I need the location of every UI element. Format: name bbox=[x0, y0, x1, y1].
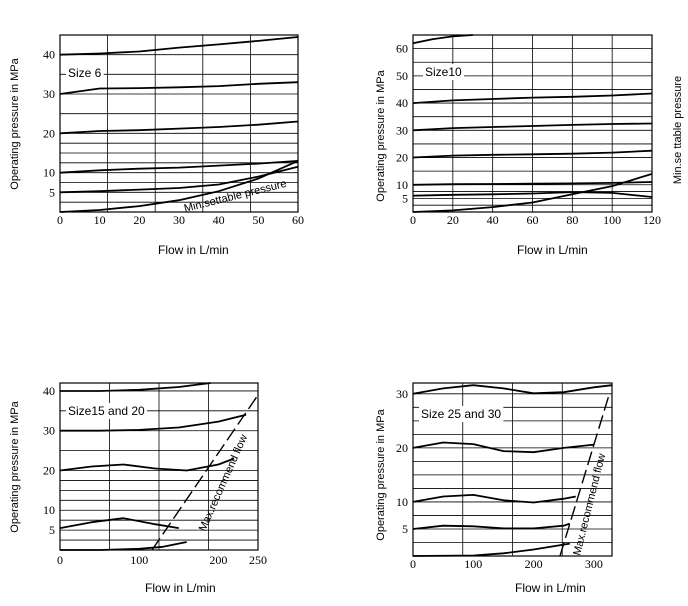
series-line-4 bbox=[412, 149, 653, 159]
y-tick-label: 5 bbox=[49, 185, 55, 199]
y-tick-label: 5 bbox=[402, 191, 408, 205]
y-tick-label: 20 bbox=[396, 441, 408, 455]
y-tick-label: 10 bbox=[43, 503, 55, 517]
y-axis-label: Operating pressure in MPa bbox=[9, 400, 21, 532]
y-tick-label: 30 bbox=[43, 424, 55, 438]
x-tick-label: 0 bbox=[57, 213, 63, 227]
y-axis-label: Operating pressure in MPa bbox=[9, 57, 21, 189]
series-line-5 bbox=[412, 181, 653, 186]
x-tick-label: 300 bbox=[585, 557, 603, 571]
y-tick-label: 60 bbox=[396, 42, 408, 56]
x-tick-label: 50 bbox=[252, 213, 264, 227]
x-axis-label: Flow in L/min bbox=[515, 581, 586, 595]
x-tick-label: 20 bbox=[133, 213, 145, 227]
x-axis-label: Flow in L/min bbox=[158, 243, 229, 257]
panel-label-bg bbox=[423, 64, 465, 80]
series-line-1 bbox=[412, 34, 473, 45]
x-tick-label: 30 bbox=[173, 213, 185, 227]
x-tick-label: 60 bbox=[527, 213, 539, 227]
x-tick-label: 40 bbox=[487, 213, 499, 227]
x-tick-label: 120 bbox=[643, 213, 661, 227]
series-line-5 bbox=[59, 165, 299, 194]
x-tick-label: 60 bbox=[292, 213, 304, 227]
chart-panel-2: 510 20 30 40 50 60 0 20 40 60 80 100 120 Size10 Min.se… bbox=[375, 34, 684, 257]
series-line-3 bbox=[412, 494, 576, 504]
panel-label-bg bbox=[419, 406, 504, 422]
series-line-2 bbox=[59, 81, 299, 95]
x-tick-label: 10 bbox=[94, 213, 106, 227]
y-tick-label: 10 bbox=[43, 166, 55, 180]
y-tick-label: 30 bbox=[43, 87, 55, 101]
x-tick-label: 100 bbox=[130, 553, 148, 567]
panel-label-bg bbox=[66, 403, 148, 419]
y-axis-label: Operating pressure in MPa bbox=[375, 69, 387, 201]
x-axis-label: Flow in L/min bbox=[145, 581, 216, 595]
y-tick-label: 30 bbox=[396, 387, 408, 401]
series-line-6 bbox=[59, 160, 299, 213]
max-flow-line bbox=[151, 394, 259, 551]
series-line-4 bbox=[412, 522, 571, 530]
y-tick-label: 40 bbox=[43, 48, 55, 62]
y-tick-label: 40 bbox=[396, 96, 408, 110]
y-tick-label: 50 bbox=[396, 69, 408, 83]
x-tick-label: 250 bbox=[249, 553, 267, 567]
series-line-1 bbox=[59, 36, 299, 56]
annotation: Min.se ttable pressure bbox=[672, 76, 684, 184]
max-flow-line bbox=[559, 394, 610, 557]
series-line-7 bbox=[412, 173, 653, 213]
x-tick-label: 100 bbox=[464, 557, 482, 571]
y-tick-label: 5 bbox=[402, 522, 408, 536]
panel-label: Size 25 and 30 bbox=[421, 407, 501, 421]
panel-label: Size15 and 20 bbox=[68, 404, 145, 418]
series-line-1 bbox=[60, 382, 211, 392]
y-tick-label: 5 bbox=[49, 523, 55, 537]
series-line-4 bbox=[59, 517, 179, 529]
series-line-3 bbox=[59, 120, 299, 135]
y-tick-label: 40 bbox=[43, 384, 55, 398]
y-tick-label: 30 bbox=[396, 123, 408, 137]
x-tick-label: 100 bbox=[603, 213, 621, 227]
x-tick-label: 80 bbox=[566, 213, 578, 227]
panel-label: Size10 bbox=[425, 65, 462, 79]
series-line-3 bbox=[59, 457, 235, 472]
series-line-3 bbox=[412, 122, 653, 132]
plot-frame bbox=[59, 34, 299, 213]
chart-panel-3: 5 10 20 30 40 0 100 200 250 Size15 and 20 Max.reco… bbox=[9, 382, 267, 595]
panel-label: Size 6 bbox=[68, 66, 102, 80]
series-line-6 bbox=[412, 191, 653, 198]
x-tick-label: 0 bbox=[57, 553, 63, 567]
x-tick-label: 200 bbox=[209, 553, 227, 567]
annotation: Max.recommend flow bbox=[571, 452, 608, 556]
y-tick-label: 20 bbox=[43, 463, 55, 477]
series-line-4 bbox=[59, 160, 299, 174]
series-line-2 bbox=[60, 413, 247, 432]
y-tick-label: 20 bbox=[43, 126, 55, 140]
series-line-5 bbox=[60, 541, 187, 551]
x-tick-label: 200 bbox=[525, 557, 543, 571]
y-tick-label: 20 bbox=[396, 151, 408, 165]
x-tick-label: 0 bbox=[410, 557, 416, 571]
y-axis-label: Operating pressure in MPa bbox=[375, 408, 387, 540]
series-line-5 bbox=[412, 542, 570, 557]
series-line-2 bbox=[412, 92, 653, 104]
x-tick-label: 0 bbox=[410, 213, 416, 227]
x-tick-label: 40 bbox=[213, 213, 225, 227]
x-tick-label: 20 bbox=[447, 213, 459, 227]
panel-label-bg bbox=[66, 65, 104, 81]
y-tick-label: 10 bbox=[396, 178, 408, 192]
annotation: Max.recommend flow bbox=[197, 433, 251, 533]
series-line-1 bbox=[412, 384, 613, 395]
series-line-2 bbox=[412, 441, 594, 454]
x-axis-label: Flow in L/min bbox=[517, 243, 588, 257]
y-tick-label: 10 bbox=[396, 495, 408, 509]
